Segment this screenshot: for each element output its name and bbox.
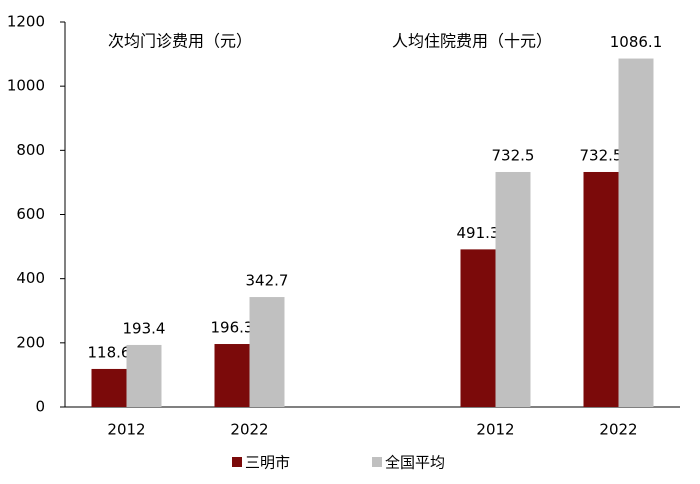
y-tick-label: 800 bbox=[16, 141, 45, 159]
legend-label: 三明市 bbox=[245, 454, 290, 472]
bar bbox=[495, 171, 531, 407]
x-tick-label: 2022 bbox=[599, 421, 637, 439]
x-tick-label: 2022 bbox=[230, 421, 268, 439]
value-label: 732.5 bbox=[580, 146, 623, 164]
value-label: 732.5 bbox=[492, 146, 535, 164]
value-label: 1086.1 bbox=[610, 33, 663, 51]
value-label: 342.7 bbox=[246, 272, 289, 290]
bar bbox=[91, 368, 127, 407]
bar bbox=[126, 344, 162, 407]
bar bbox=[460, 249, 496, 407]
bar bbox=[618, 58, 654, 408]
value-label: 193.4 bbox=[123, 319, 166, 337]
value-label: 491.3 bbox=[457, 224, 500, 242]
legend-swatch bbox=[232, 457, 242, 467]
y-tick-label: 200 bbox=[16, 333, 45, 351]
x-tick-label: 2012 bbox=[476, 421, 514, 439]
y-tick-label: 1000 bbox=[7, 77, 45, 95]
legend-label: 全国平均 bbox=[385, 454, 445, 472]
value-label: 118.6 bbox=[88, 343, 131, 361]
y-tick-label: 400 bbox=[16, 269, 45, 287]
y-tick-label: 600 bbox=[16, 205, 45, 223]
annotation: 人均住院费用（十元） bbox=[392, 32, 552, 51]
value-label: 196.3 bbox=[211, 319, 254, 337]
legend-swatch bbox=[372, 457, 382, 467]
bar bbox=[583, 171, 619, 407]
y-tick-label: 0 bbox=[35, 398, 45, 416]
y-tick-label: 1200 bbox=[7, 13, 45, 31]
annotation: 次均门诊费用（元） bbox=[108, 32, 252, 51]
x-tick-label: 2012 bbox=[107, 421, 145, 439]
bar bbox=[249, 297, 285, 407]
bar bbox=[214, 344, 250, 407]
